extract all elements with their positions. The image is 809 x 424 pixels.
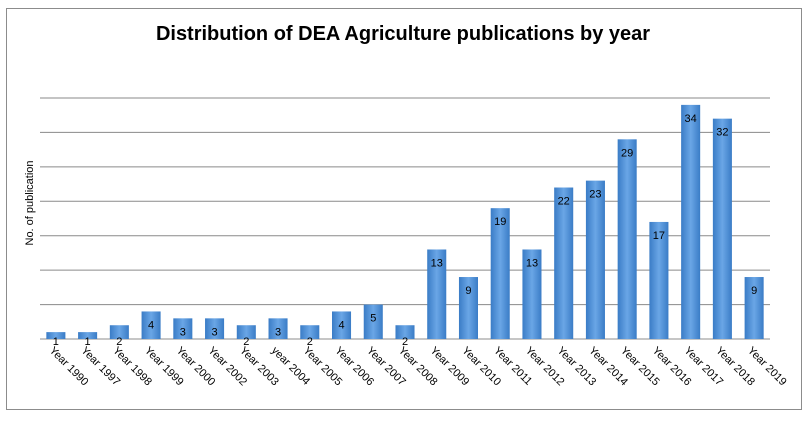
- data-label: 34: [685, 113, 697, 125]
- data-label: 4: [338, 319, 344, 331]
- data-label: 2: [116, 336, 122, 348]
- bar: [268, 318, 288, 339]
- bar: [78, 332, 98, 339]
- bar: [744, 277, 764, 339]
- data-label: 3: [212, 326, 218, 338]
- data-label: 19: [494, 216, 506, 228]
- bar: [554, 187, 574, 339]
- bar: [649, 221, 669, 339]
- data-label: 2: [243, 336, 249, 348]
- bar: [205, 318, 225, 339]
- bar: [109, 325, 129, 339]
- bars: [46, 104, 764, 340]
- data-label: 9: [751, 285, 757, 297]
- bar: [490, 208, 510, 339]
- bar: [236, 325, 256, 339]
- data-label: 5: [370, 313, 376, 325]
- data-label: 13: [431, 257, 443, 269]
- y-axis-label: No. of publication: [24, 161, 36, 246]
- bar: [332, 311, 352, 339]
- bar: [617, 139, 637, 339]
- bar: [712, 118, 732, 340]
- bar: [300, 325, 320, 339]
- data-label: 32: [716, 127, 728, 139]
- data-label: 1: [85, 336, 91, 348]
- bar: [173, 318, 193, 339]
- data-label: 4: [148, 319, 154, 331]
- bar: [395, 325, 415, 339]
- bar: [522, 249, 542, 339]
- data-label: 13: [526, 257, 538, 269]
- data-label: 1: [53, 336, 59, 348]
- bar: [427, 249, 447, 339]
- data-label: 2: [307, 336, 313, 348]
- bar: [681, 104, 701, 339]
- bar: [363, 304, 383, 339]
- bar: [141, 311, 161, 339]
- data-label: 17: [653, 230, 665, 242]
- bar: [458, 277, 478, 339]
- data-label: 3: [180, 326, 186, 338]
- data-label: 3: [275, 326, 281, 338]
- chart-title: Distribution of DEA Agriculture publicat…: [156, 23, 650, 45]
- bar: [585, 180, 605, 339]
- data-label: 9: [465, 285, 471, 297]
- data-label: 23: [589, 189, 601, 201]
- bar: [46, 332, 66, 339]
- chart-frame: [6, 8, 802, 410]
- gridlines: [40, 97, 770, 340]
- data-label: 22: [558, 196, 570, 208]
- data-label: 29: [621, 147, 633, 159]
- data-label: 2: [402, 336, 408, 348]
